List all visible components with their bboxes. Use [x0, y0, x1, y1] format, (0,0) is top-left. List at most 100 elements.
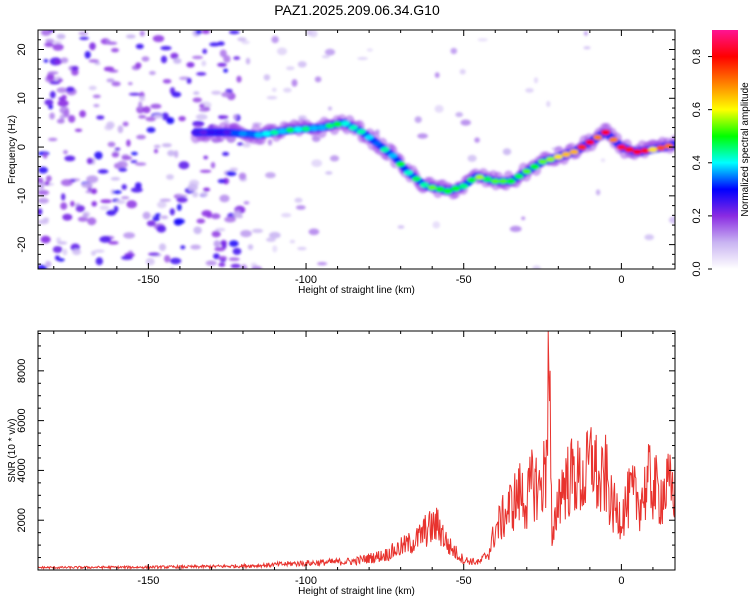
noise-blob — [532, 265, 541, 269]
noise-blob — [79, 110, 86, 118]
noise-blob — [240, 230, 252, 238]
noise-blob — [237, 142, 244, 146]
ridge-core — [191, 129, 201, 135]
ridge-core — [577, 144, 587, 150]
noise-blob — [38, 197, 49, 204]
noise-blob — [93, 104, 100, 108]
noise-blob — [192, 55, 203, 60]
noise-blob — [308, 228, 320, 236]
noise-blob — [57, 99, 69, 107]
noise-blob — [38, 189, 50, 196]
noise-blob — [91, 250, 96, 256]
noise-blob — [263, 74, 271, 81]
snr-y-axis: 2000 4000 6000 8000 — [16, 332, 675, 571]
noise-blob — [118, 167, 128, 172]
noise-blob — [218, 115, 229, 120]
noise-blob — [176, 194, 188, 198]
noise-blob — [111, 151, 120, 158]
noise-blob — [229, 30, 240, 35]
noise-blob — [242, 142, 251, 148]
noise-blob — [220, 240, 227, 246]
noise-blob — [218, 262, 226, 267]
noise-blob — [324, 48, 336, 56]
chart-title: PAZ1.2025.209.06.34.G10 — [274, 2, 440, 18]
noise-blob — [200, 191, 209, 197]
ridge-core — [364, 134, 374, 140]
noise-blob — [211, 90, 222, 95]
noise-blob — [146, 220, 156, 227]
noise-blob — [297, 246, 307, 251]
noise-blob — [366, 48, 373, 52]
noise-blob — [49, 80, 61, 85]
noise-blob — [238, 172, 247, 180]
noise-blob — [211, 230, 221, 238]
noise-blob — [434, 105, 444, 113]
ridge-core — [238, 131, 248, 137]
noise-blob — [196, 72, 207, 76]
ridge-core — [254, 132, 264, 138]
ridge-core — [435, 186, 445, 192]
noise-blob — [148, 252, 160, 256]
x-tick-label: -50 — [456, 575, 472, 587]
y-tick-label: 2000 — [16, 508, 28, 532]
noise-blob — [115, 199, 126, 204]
noise-blob — [42, 217, 50, 222]
noise-blob — [56, 33, 66, 40]
noise-blob — [161, 112, 169, 121]
noise-blob — [245, 57, 251, 65]
noise-blob — [289, 239, 296, 244]
ridge-core — [293, 126, 303, 132]
noise-blob — [311, 135, 321, 142]
noise-blob — [106, 209, 117, 216]
colorbar-gradient — [712, 30, 738, 269]
y-tick-label: 8000 — [16, 359, 28, 383]
noise-blob — [251, 228, 264, 233]
noise-blob — [152, 114, 163, 119]
noise-blob — [157, 201, 167, 209]
noise-blob — [61, 193, 66, 201]
noise-blob — [203, 187, 211, 192]
noise-blob — [237, 37, 247, 42]
noise-blob — [467, 154, 477, 162]
noise-blob — [134, 162, 147, 166]
y-tick-label: 20 — [16, 43, 28, 55]
noise-blob — [201, 30, 210, 34]
spectrogram-frame — [37, 29, 676, 270]
noise-blob — [152, 215, 160, 222]
noise-blob — [153, 144, 161, 149]
noise-blob — [166, 174, 174, 180]
noise-blob — [215, 227, 226, 232]
noise-blob — [88, 59, 100, 63]
noise-blob — [142, 106, 151, 114]
noise-blob — [211, 213, 221, 220]
noise-blob — [173, 58, 182, 64]
noise-blob — [94, 151, 103, 160]
ridge-core — [285, 127, 295, 133]
ridge-core — [277, 128, 287, 134]
noise-blob — [86, 157, 94, 165]
ridge-core — [270, 129, 279, 135]
noise-blob — [54, 59, 63, 65]
y-tick-label: 0 — [16, 144, 28, 150]
noise-blob — [106, 78, 115, 83]
noise-blob — [169, 257, 182, 265]
noise-blob — [139, 96, 146, 102]
noise-blob — [96, 115, 105, 120]
noise-blob — [509, 225, 522, 232]
noise-blob — [56, 118, 65, 124]
ridge-core — [482, 176, 492, 182]
noise-blob — [217, 62, 227, 67]
noise-blob — [328, 106, 332, 111]
noise-blob — [100, 199, 112, 204]
noise-blob — [49, 91, 56, 99]
x-tick-label: -100 — [295, 575, 317, 587]
noise-blob — [62, 213, 73, 221]
noise-blob — [297, 61, 307, 68]
noise-blob — [266, 96, 278, 100]
noise-blob — [176, 203, 182, 211]
ridge-core — [514, 173, 524, 179]
noise-blob — [417, 133, 428, 139]
noise-blob — [196, 218, 206, 224]
noise-blob — [459, 69, 466, 75]
